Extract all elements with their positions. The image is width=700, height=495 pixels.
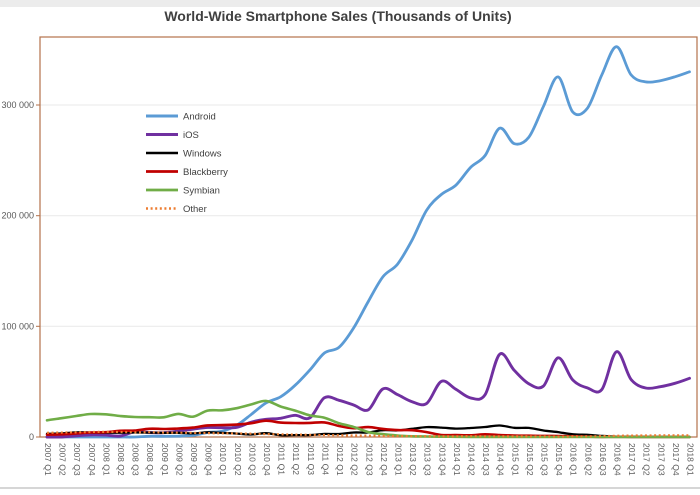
x-tick-label-2007-Q1: 2007 Q1	[43, 443, 53, 476]
x-tick-label-2015-Q2: 2015 Q2	[525, 443, 535, 476]
x-tick-label-2013-Q3: 2013 Q3	[423, 443, 433, 476]
x-tick-label-2013-Q1: 2013 Q1	[394, 443, 404, 476]
x-tick-label-2008-Q4: 2008 Q4	[145, 443, 155, 476]
x-tick-label-2013-Q2: 2013 Q2	[408, 443, 418, 476]
x-tick-label-2013-Q4: 2013 Q4	[437, 443, 447, 476]
legend-item-ios[interactable]: iOS	[146, 130, 199, 141]
x-tick-label-2011-Q4: 2011 Q4	[320, 443, 330, 475]
x-tick-label-2010-Q4: 2010 Q4	[262, 443, 272, 476]
legend-item-windows[interactable]: Windows	[146, 149, 222, 160]
legend-item-blackberry[interactable]: Blackberry	[146, 167, 228, 178]
legend-label-other: Other	[183, 204, 207, 215]
x-tick-label-2017-Q2: 2017 Q2	[642, 443, 652, 476]
legend-item-android[interactable]: Android	[146, 112, 216, 123]
x-tick-label-2007-Q2: 2007 Q2	[58, 443, 68, 476]
x-tick-label-2009-Q3: 2009 Q3	[189, 443, 199, 476]
x-tick-label-2009-Q2: 2009 Q2	[174, 443, 184, 476]
legend-item-other[interactable]: Other	[146, 204, 207, 215]
series-line-ios[interactable]	[45, 350, 691, 439]
legend-label-symbian: Symbian	[183, 186, 220, 197]
x-tick-label-2007-Q4: 2007 Q4	[87, 443, 97, 476]
x-tick-label-2012-Q4: 2012 Q4	[379, 443, 389, 476]
x-tick-label-2011-Q1: 2011 Q1	[277, 443, 287, 475]
x-tick-label-2008-Q3: 2008 Q3	[131, 443, 141, 476]
x-tick-label-2011-Q3: 2011 Q3	[306, 443, 316, 475]
x-tick-label-2012-Q2: 2012 Q2	[350, 443, 360, 476]
x-tick-label-2016-Q1: 2016 Q1	[569, 443, 579, 476]
legend-label-windows: Windows	[183, 149, 222, 160]
x-tick-label-2016-Q3: 2016 Q3	[598, 443, 608, 476]
window-chrome-strip	[0, 0, 700, 7]
x-tick-label-2017-Q3: 2017 Q3	[656, 443, 666, 476]
x-tick-label-2015-Q1: 2015 Q1	[510, 443, 520, 476]
x-tick-label-2015-Q3: 2015 Q3	[540, 443, 550, 476]
x-tick-label-2012-Q1: 2012 Q1	[335, 443, 345, 476]
x-tick-label-2017-Q4: 2017 Q4	[671, 443, 681, 476]
x-tick-label-2008-Q1: 2008 Q1	[101, 443, 111, 476]
plot-border	[39, 36, 698, 438]
legend-label-android: Android	[183, 112, 216, 123]
series-line-symbian[interactable]	[45, 399, 691, 439]
legend-item-symbian[interactable]: Symbian	[146, 186, 220, 197]
x-tick-label-2014-Q1: 2014 Q1	[452, 443, 462, 476]
x-tick-label-2016-Q2: 2016 Q2	[583, 443, 593, 476]
y-tick-label-200000: 200 000	[1, 211, 34, 221]
legend-label-blackberry: Blackberry	[183, 167, 228, 178]
x-tick-label-2016-Q4: 2016 Q4	[613, 443, 623, 476]
window-bottom-edge	[0, 487, 700, 489]
x-tick-label-2014-Q4: 2014 Q4	[496, 443, 506, 476]
x-tick-label-2010-Q2: 2010 Q2	[233, 443, 243, 476]
x-tick-label-2014-Q3: 2014 Q3	[481, 443, 491, 476]
x-tick-label-2017-Q1: 2017 Q1	[627, 443, 637, 476]
x-tick-label-2010-Q1: 2010 Q1	[218, 443, 228, 476]
x-tick-label-2010-Q3: 2010 Q3	[247, 443, 257, 476]
x-tick-label-2011-Q2: 2011 Q2	[291, 443, 301, 475]
y-tick-label-100000: 100 000	[1, 321, 34, 331]
legend-label-ios: iOS	[183, 130, 199, 141]
y-tick-label-300000: 300 000	[1, 100, 34, 110]
x-tick-label-2014-Q2: 2014 Q2	[467, 443, 477, 476]
x-tick-label-2012-Q3: 2012 Q3	[364, 443, 374, 476]
y-tick-label-0: 0	[29, 432, 34, 442]
x-tick-label-2007-Q3: 2007 Q3	[72, 443, 82, 476]
chart-title: World-Wide Smartphone Sales (Thousands o…	[164, 8, 512, 24]
series-line-android[interactable]	[45, 45, 691, 439]
x-tick-label-2015-Q4: 2015 Q4	[554, 443, 564, 476]
x-tick-label-2009-Q1: 2009 Q1	[160, 443, 170, 476]
x-tick-label-2008-Q2: 2008 Q2	[116, 443, 126, 476]
x-tick-label-2018-Q1: 2018 Q1	[686, 443, 696, 476]
x-tick-label-2009-Q4: 2009 Q4	[204, 443, 214, 476]
series-line-other[interactable]	[46, 430, 690, 438]
